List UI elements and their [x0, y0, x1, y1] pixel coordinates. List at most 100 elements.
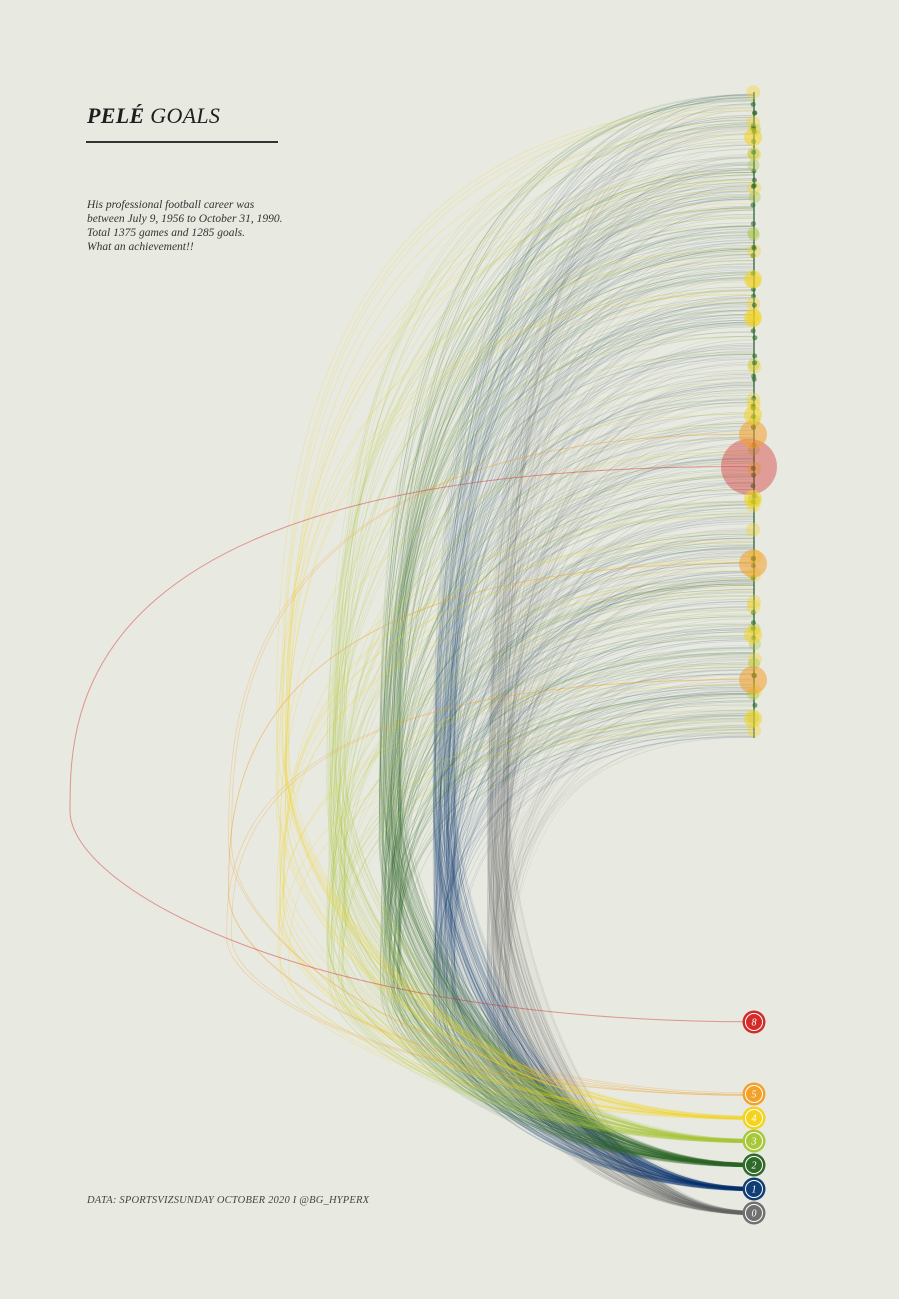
match-arc — [398, 207, 755, 1165]
match-arc — [279, 559, 755, 1119]
match-arc — [396, 245, 755, 1164]
match-bubble-4-goals — [744, 270, 762, 289]
match-arc — [385, 231, 755, 1165]
match-arc — [492, 157, 755, 1214]
match-arc — [435, 715, 755, 1189]
match-arc — [454, 625, 755, 1191]
match-arc — [451, 169, 755, 1189]
match-arc — [446, 736, 755, 1189]
match-arc — [496, 736, 755, 1215]
match-arc — [489, 380, 755, 1216]
title-underline — [86, 141, 278, 143]
match-arc — [503, 156, 755, 1214]
match-bubble-4-goals — [744, 490, 762, 508]
match-arc — [341, 425, 755, 1141]
match-arc — [384, 695, 755, 1164]
match-arc — [337, 352, 755, 1143]
match-arc — [288, 730, 755, 1119]
match-arc — [228, 563, 755, 1097]
match-arc — [390, 603, 755, 1166]
match-arc — [394, 358, 755, 1167]
match-arc — [342, 667, 755, 1143]
match-arc — [444, 515, 755, 1188]
match-arc — [385, 537, 755, 1164]
match-arc — [328, 709, 755, 1141]
match-arc — [381, 278, 755, 1167]
match-arc — [398, 235, 755, 1164]
match-arc — [382, 314, 755, 1165]
match-arc — [493, 732, 755, 1215]
match-arc — [503, 257, 755, 1216]
match-arc — [326, 596, 755, 1143]
match-arc — [391, 247, 755, 1165]
match-arc — [380, 684, 755, 1165]
match-arc — [388, 576, 755, 1165]
match-arc — [502, 251, 755, 1213]
badge-label: 0 — [752, 1209, 757, 1220]
match-dot — [747, 159, 760, 172]
match-arc — [434, 475, 755, 1188]
match-arc — [279, 722, 755, 1120]
match-arc — [445, 716, 755, 1192]
match-arc — [327, 662, 755, 1141]
match-arc — [506, 199, 755, 1215]
match-arc — [327, 613, 755, 1143]
match-arc — [438, 670, 755, 1189]
match-arc — [450, 462, 755, 1189]
match-arc — [398, 647, 755, 1165]
match-arc — [492, 277, 755, 1213]
match-arc — [282, 539, 755, 1119]
match-arc — [395, 504, 755, 1166]
match-arc — [390, 279, 755, 1167]
match-arc — [502, 710, 755, 1215]
match-dot — [750, 253, 756, 258]
match-arc — [497, 732, 755, 1213]
match-arc — [502, 390, 755, 1212]
match-arc — [382, 286, 755, 1166]
match-arc — [504, 515, 755, 1216]
match-arc — [506, 677, 755, 1212]
goal-badges: 8 5 4 3 2 1 0 — [742, 1010, 766, 1225]
arc-group-0-goals — [486, 93, 755, 1216]
match-arc — [279, 452, 755, 1119]
match-arc — [336, 608, 755, 1143]
match-dot — [750, 483, 756, 489]
match-arc — [493, 388, 755, 1213]
match-arc — [328, 618, 755, 1143]
match-arc — [398, 595, 755, 1164]
match-dot — [752, 702, 758, 708]
match-arc — [503, 494, 755, 1214]
match-arc — [438, 225, 755, 1191]
match-arc — [454, 191, 755, 1188]
match-dot — [750, 465, 756, 471]
match-arc — [495, 248, 755, 1214]
match-arcs — [69, 93, 755, 1216]
match-arc — [443, 234, 755, 1189]
match-arc — [490, 644, 755, 1213]
match-arc — [340, 423, 755, 1142]
match-arc — [487, 129, 755, 1213]
match-arc — [397, 693, 755, 1168]
match-arc — [433, 274, 755, 1188]
match-arc — [434, 720, 755, 1191]
match-arc — [434, 188, 755, 1189]
match-arc — [440, 639, 755, 1192]
match-arc — [389, 666, 755, 1165]
match-arc — [492, 737, 755, 1214]
match-arc — [440, 548, 755, 1190]
match-arc — [444, 544, 755, 1189]
match-dot — [746, 600, 761, 614]
badge-label: 2 — [752, 1161, 757, 1172]
page-title: PELÉ GOALS — [87, 103, 220, 129]
match-arc — [438, 269, 755, 1188]
match-arc — [504, 535, 755, 1214]
match-arc — [435, 547, 755, 1190]
match-arc — [508, 396, 755, 1215]
match-arc — [449, 125, 755, 1189]
match-arc — [400, 310, 755, 1164]
match-arc — [502, 531, 755, 1215]
match-arc — [497, 724, 755, 1215]
match-arc — [384, 277, 755, 1164]
match-arc — [506, 381, 755, 1215]
